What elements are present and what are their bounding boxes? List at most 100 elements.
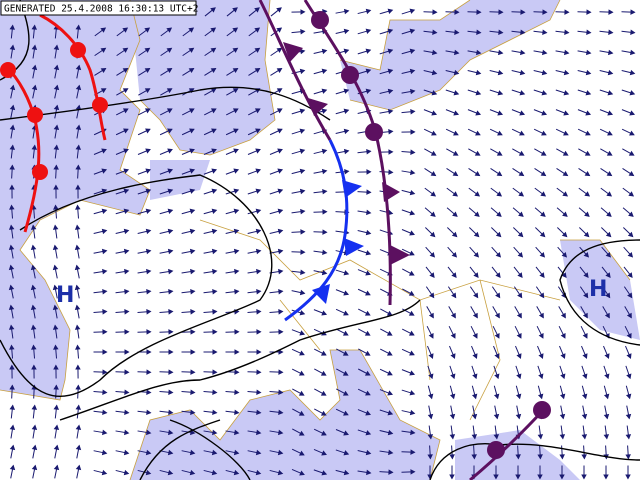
wind-arrow-head <box>168 309 174 315</box>
wind-arrow-head <box>386 350 393 356</box>
wind-arrow-head <box>410 149 416 155</box>
wind-arrow-head <box>564 9 570 15</box>
wind-arrow-head <box>542 9 548 15</box>
wind-arrow-head <box>430 211 436 217</box>
wind-arrow-head <box>102 429 108 436</box>
wind-arrow-head <box>53 144 60 150</box>
wind-arrow-head <box>497 110 504 116</box>
wind-arrow-head <box>364 310 371 316</box>
wind-arrow-head <box>277 168 284 174</box>
wind-arrow-head <box>495 272 501 278</box>
wind-arrow-head <box>471 434 478 440</box>
wind-arrow-head <box>343 430 349 436</box>
wind-arrow-head <box>276 108 283 114</box>
wind-arrow-head <box>342 370 349 376</box>
wind-arrow-head <box>451 292 457 299</box>
wind-arrow-head <box>388 149 394 155</box>
wind-arrow-head <box>343 8 350 15</box>
wind-arrow-head <box>541 90 548 96</box>
wind-arrow-head <box>123 228 130 235</box>
wind-arrow-head <box>124 389 130 395</box>
wind-arrow-head <box>30 304 37 311</box>
wind-arrow-head <box>233 469 240 476</box>
wind-arrow-head <box>343 148 350 155</box>
wind-arrow-head <box>538 312 544 319</box>
wind-arrow-head <box>474 171 481 177</box>
wind-arrow-head <box>429 292 435 299</box>
wind-arrow-head <box>146 369 152 375</box>
wind-arrow-head <box>629 90 636 96</box>
wind-arrow-head <box>166 88 173 94</box>
wind-arrow-head <box>123 148 129 154</box>
wind-arrow-head <box>256 329 262 335</box>
wind-arrow-head <box>563 110 570 116</box>
wind-arrow-head <box>188 88 195 94</box>
wind-arrow-head <box>494 312 500 319</box>
wind-arrow-head <box>189 168 196 174</box>
wind-arrow-head <box>31 64 38 71</box>
wind-arrow-head <box>299 48 306 55</box>
wind-arrow-head <box>233 188 240 194</box>
wind-arrow-head <box>122 47 129 53</box>
wind-arrow-head <box>8 304 15 311</box>
wind-arrow-head <box>428 353 434 359</box>
wind-arrow-head <box>409 189 416 196</box>
wind-arrow-head <box>540 171 547 177</box>
wind-arrow-head <box>210 7 216 13</box>
wind-arrow-head <box>300 208 306 215</box>
wind-arrow-head <box>212 389 218 395</box>
wind-arrow-head <box>431 90 438 96</box>
wind-arrow-head <box>449 393 456 400</box>
wind-arrow-head <box>9 404 16 410</box>
wind-arrow-head <box>539 231 546 238</box>
wind-arrow-head <box>387 390 394 396</box>
wind-arrow-head <box>343 469 350 476</box>
wind-arrow-head <box>234 389 240 395</box>
wind-arrow-head <box>408 290 415 296</box>
wind-arrow-head <box>473 292 479 299</box>
wind-arrow-head <box>102 309 108 315</box>
wind-arrow-head <box>124 409 130 416</box>
wind-arrow-head <box>494 373 500 380</box>
wind-arrow-head <box>124 329 130 335</box>
wind-arrow-head <box>409 230 415 236</box>
wind-arrow-head <box>101 148 107 154</box>
wind-arrow-head <box>256 288 262 295</box>
wind-arrow-head <box>74 264 81 271</box>
wind-arrow-head <box>300 229 306 235</box>
wind-arrow-head <box>452 211 458 217</box>
wind-arrow-head <box>387 410 394 416</box>
wind-arrow-head <box>515 413 522 420</box>
wind-arrow-head <box>630 29 636 36</box>
wind-arrow-head <box>607 69 614 76</box>
wind-arrow-head <box>145 248 152 255</box>
wind-arrow-head <box>606 191 613 197</box>
wind-arrow-head <box>190 329 196 335</box>
wind-arrow-head <box>515 474 521 480</box>
wind-arrow-head <box>31 24 37 30</box>
wind-arrow-head <box>586 9 592 15</box>
wind-arrow-head <box>188 68 195 74</box>
wind-arrow-head <box>409 88 416 95</box>
wind-arrow-head <box>627 252 634 258</box>
wind-arrow-head <box>560 373 566 380</box>
wind-arrow-head <box>146 309 152 315</box>
wind-arrow-head <box>53 124 60 130</box>
wind-arrow-head <box>145 469 152 476</box>
wind-arrow-head <box>190 309 196 315</box>
wind-arrow-head <box>74 304 81 311</box>
wind-arrow-head <box>189 128 195 134</box>
wind-arrow-head <box>189 248 196 255</box>
wind-arrow-head <box>100 88 107 94</box>
wind-arrow-head <box>299 310 306 316</box>
wind-arrow-head <box>211 128 217 134</box>
wind-arrow-head <box>321 470 328 476</box>
wind-arrow-head <box>604 373 610 380</box>
wind-arrow-head <box>168 369 174 375</box>
wind-arrow-head <box>210 108 217 114</box>
wind-arrow-head <box>365 390 371 396</box>
wind-arrow-head <box>321 88 328 94</box>
wind-arrow-head <box>476 9 482 15</box>
wind-arrow-head <box>343 88 350 94</box>
